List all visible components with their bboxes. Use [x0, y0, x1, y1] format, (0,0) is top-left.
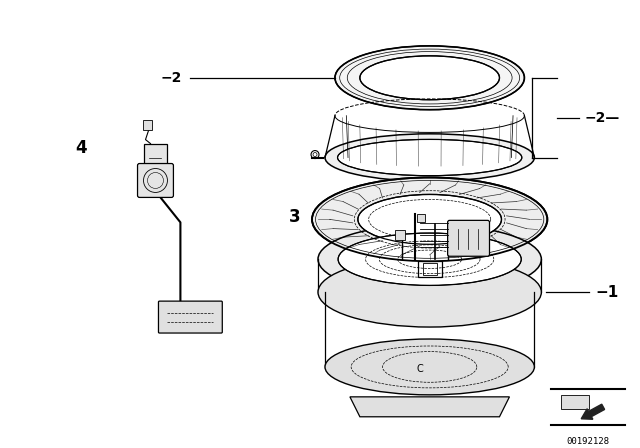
Text: 4: 4 — [75, 138, 86, 156]
FancyArrow shape — [581, 404, 605, 419]
Ellipse shape — [318, 224, 541, 294]
FancyBboxPatch shape — [159, 301, 222, 333]
Bar — [395, 230, 404, 240]
Bar — [143, 120, 152, 129]
Polygon shape — [350, 397, 509, 417]
Ellipse shape — [312, 177, 547, 261]
Ellipse shape — [358, 194, 502, 244]
Text: −1: −1 — [595, 284, 618, 300]
Ellipse shape — [325, 339, 534, 395]
Text: −2—: −2— — [584, 111, 620, 125]
Bar — [561, 395, 589, 409]
Bar — [418, 261, 442, 277]
Ellipse shape — [318, 257, 541, 327]
FancyBboxPatch shape — [138, 164, 173, 198]
Text: C: C — [417, 364, 423, 374]
Bar — [143, 143, 168, 165]
Ellipse shape — [325, 134, 534, 181]
Text: 3: 3 — [289, 208, 301, 226]
Ellipse shape — [335, 46, 524, 110]
Bar — [422, 263, 436, 275]
Text: −2: −2 — [161, 71, 182, 85]
Ellipse shape — [338, 233, 521, 285]
FancyBboxPatch shape — [447, 220, 490, 256]
Ellipse shape — [360, 56, 499, 100]
Text: 00192128: 00192128 — [566, 437, 610, 446]
Ellipse shape — [337, 139, 522, 176]
Bar — [417, 215, 425, 222]
